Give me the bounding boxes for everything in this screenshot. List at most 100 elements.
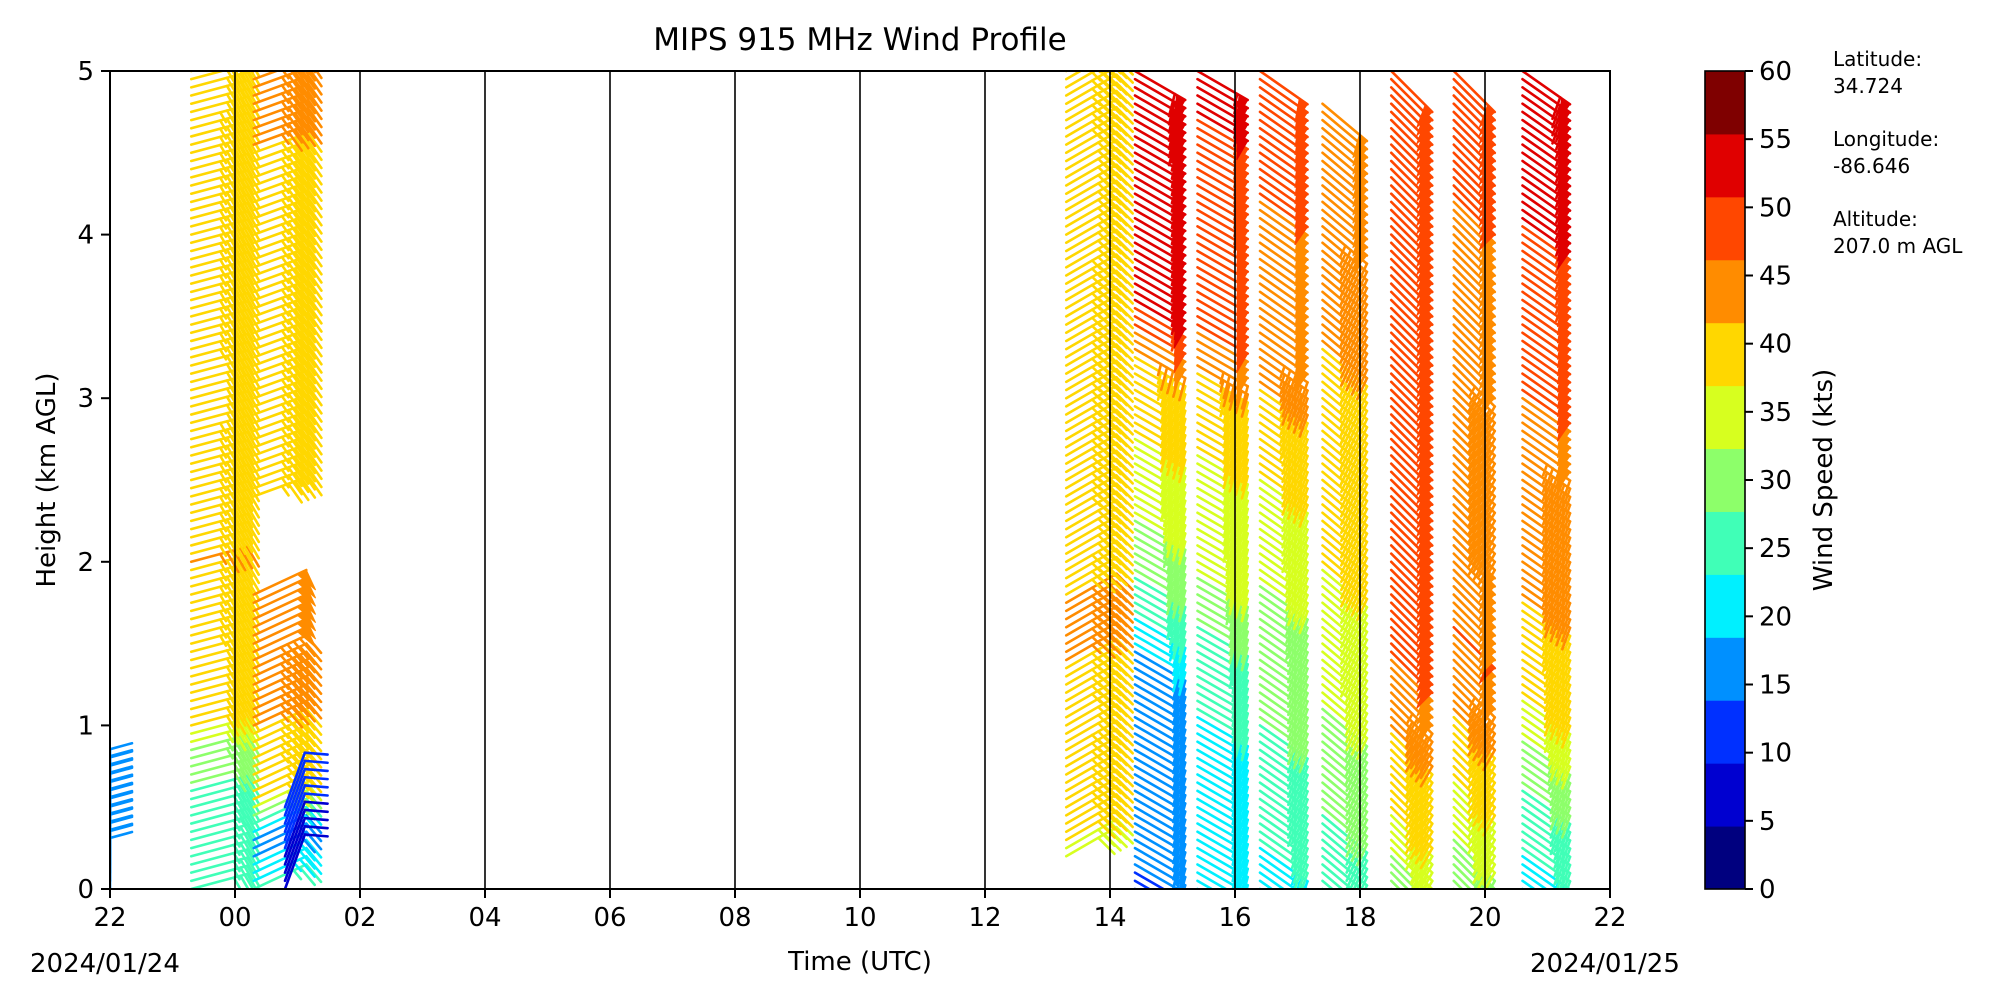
wind-barb [252,585,317,613]
colorbar-tick-label: 55 [1759,125,1792,155]
wind-barb [1133,388,1187,443]
wind-barb [1133,462,1187,516]
station-info-label: Longitude: [1833,127,1939,151]
wind-barb [252,417,323,447]
wind-barb [252,148,323,177]
wind-barb [1452,879,1464,889]
wind-barb [189,480,261,508]
x-tick-label: 12 [968,903,1001,933]
colorbar-tick-label: 15 [1759,671,1792,701]
wind-barb [252,213,323,242]
colorbar-tick-label: 0 [1759,875,1776,905]
wind-barb [252,691,323,721]
wind-barb [252,393,323,422]
colorbar-segment [1705,637,1745,701]
wind-barb [1389,879,1402,889]
wind-barb [1389,871,1410,889]
wind-barb [252,617,317,645]
wind-barb [252,71,323,95]
colorbar-segment [1705,196,1745,261]
wind-barb [1133,879,1152,889]
wind-barb [1321,871,1345,889]
wind-barb [189,619,261,647]
station-info-label: Altitude: [1833,207,1918,231]
wind-barb [1321,863,1354,889]
colorbar-segment [1705,322,1745,387]
colorbar-segment [1705,259,1745,324]
wind-barb [252,699,323,729]
wind-barb [110,823,134,889]
y-tick-label: 5 [77,57,94,87]
wind-barb [252,576,317,605]
wind-barb [252,344,323,373]
wind-barb [1389,789,1434,853]
wind-barb [1133,470,1187,525]
wind-barb [1133,503,1187,557]
wind-barb [1133,887,1138,889]
wind-barb [1196,71,1250,120]
x-tick-label: 06 [593,903,626,933]
wind-barb [1133,527,1187,582]
wind-barb [283,775,329,834]
wind-barb [1133,71,1187,120]
wind-barb [1133,429,1187,484]
colorbar-tick-label: 35 [1759,398,1792,428]
wind-barb [252,115,323,144]
colorbar-segment [1705,574,1745,638]
wind-barb [283,833,329,889]
x-axis: 22 00 02 04 06 08 10 12 14 16 18 20 22 [93,889,1627,933]
wind-barb [1521,71,1572,123]
colorbar-label: Wind Speed (kts) [1809,369,1839,591]
wind-barb [1258,879,1274,889]
wind-barb [252,90,323,120]
colorbar-tick-label: 30 [1759,466,1792,496]
wind-barb [283,800,329,858]
wind-barb [1521,887,1525,889]
station-info: Latitude: 34.724 Longitude: -86.646 Altitude… [1833,47,1963,258]
wind-barb [1064,71,1127,81]
colorbar-tick-label: 5 [1759,807,1776,837]
wind-barb [1321,233,1369,294]
x-tick-label: 16 [1218,903,1251,933]
wind-barb [252,475,323,504]
colorbar-tick-label: 20 [1759,602,1792,632]
wind-barb [189,594,261,623]
wind-barb [252,278,323,308]
wind-barb [1521,863,1560,889]
wind-barb [252,450,323,480]
wind-barb [1196,871,1229,889]
wind-barb [1258,871,1286,889]
station-info-value: -86.646 [1833,154,1910,178]
x-tick-label: 20 [1468,903,1501,933]
wind-barb [189,349,261,377]
colorbar-tick-label: 25 [1759,534,1792,564]
wind-barbs [110,71,1572,889]
x-axis-label: Time (UTC) [787,947,932,977]
wind-barb [252,625,317,654]
station-info-label: Latitude: [1833,47,1922,71]
y-tick-label: 1 [77,711,94,741]
wind-barb [252,401,323,431]
colorbar-segment [1705,71,1745,135]
wind-barb [1389,781,1434,845]
wind-barb [1452,71,1497,128]
station-info-value: 34.724 [1833,74,1903,98]
colorbar-tick-label: 40 [1759,330,1792,360]
colorbar-tick-label: 50 [1759,193,1792,223]
y-tick-label: 3 [77,384,94,414]
wind-barb [189,136,261,165]
wind-barb [252,568,317,596]
chart-title: MIPS 915 MHz Wind Profile [653,22,1066,58]
wind-barb [110,741,134,809]
wind-barb [252,164,323,193]
wind-barb [252,287,323,316]
colorbar-tick-label: 45 [1759,262,1792,292]
y-tick-label: 0 [77,875,94,905]
colorbar-segment [1705,763,1745,827]
x-tick-label: 04 [468,903,501,933]
wind-barb [252,385,323,414]
x-tick-label: 14 [1093,903,1126,933]
wind-barb [252,601,317,629]
x-tick-label: 10 [843,903,876,933]
